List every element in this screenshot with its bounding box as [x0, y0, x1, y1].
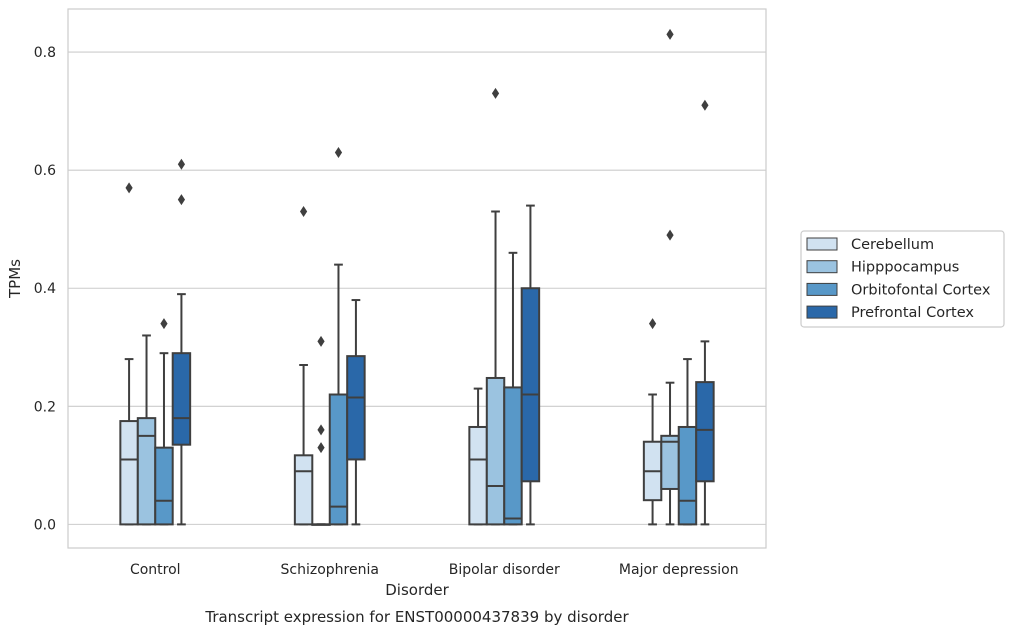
box-iqr: [660, 434, 680, 490]
outlier-point: [666, 229, 674, 241]
legend-swatch: [806, 260, 838, 274]
legend-label: Hipppocampus: [851, 260, 959, 276]
x-tick-label: Major depression: [619, 562, 739, 578]
outlier-point: [317, 335, 325, 347]
x-tick-label: Bipolar disorder: [449, 562, 560, 578]
box-iqr: [503, 386, 523, 526]
box-iqr: [346, 355, 366, 461]
box-iqr: [328, 393, 349, 526]
box-cerebellum: [119, 182, 139, 526]
box-iqr: [695, 381, 715, 483]
outlier-point: [648, 318, 657, 330]
legend-swatch: [806, 305, 838, 319]
box-iqr: [171, 352, 192, 446]
box-iqr: [154, 446, 174, 526]
outlier-point: [666, 28, 674, 40]
legend-item: Prefrontal Cortex: [806, 305, 974, 321]
plot-frame: [67, 8, 767, 549]
box-iqr: [677, 425, 698, 526]
box-iqr: [293, 454, 314, 526]
box-hipppocampus: [136, 334, 157, 526]
plot-area: [119, 28, 715, 526]
chart-title: Transcript expression for ENST0000043783…: [204, 608, 629, 626]
box-prefrontal-cortex: [520, 204, 541, 526]
outlier-point: [125, 182, 133, 194]
box-hipppocampus: [311, 335, 331, 526]
outlier-point: [317, 442, 325, 454]
y-axis-title: TPMs: [6, 259, 24, 299]
box-prefrontal-cortex: [346, 299, 366, 526]
y-tick-label: 0.8: [34, 45, 56, 61]
outlier-point: [701, 99, 709, 111]
box-iqr: [520, 287, 541, 483]
legend-label: Prefrontal Cortex: [851, 305, 974, 321]
box-orbitofontal-cortex: [503, 251, 523, 526]
outlier-point: [160, 318, 168, 330]
box-prefrontal-cortex: [695, 99, 715, 526]
box-hipppocampus: [660, 28, 680, 526]
box-orbitofontal-cortex: [154, 318, 174, 526]
x-axis-title: Disorder: [385, 581, 449, 599]
outlier-point: [491, 87, 500, 99]
x-tick-label: Schizophrenia: [281, 562, 379, 578]
legend-frame: [800, 230, 1005, 328]
box-orbitofontal-cortex: [677, 358, 698, 526]
box-iqr: [468, 425, 488, 526]
legend-item: Cerebellum: [806, 237, 934, 253]
legend-item: Hipppocampus: [806, 260, 959, 276]
box-cerebellum: [642, 318, 663, 526]
legend-swatch: [806, 282, 838, 296]
box-prefrontal-cortex: [171, 158, 192, 526]
legend: Cerebellum Hipppocampus Orbitofontal Corte…: [800, 230, 1005, 328]
outlier-point: [299, 205, 308, 217]
y-tick-label: 0.0: [34, 517, 56, 533]
box-orbitofontal-cortex: [328, 146, 349, 526]
box-iqr: [119, 420, 139, 526]
x-axis-ticks: Control Schizophrenia Bipolar disorder Majo…: [130, 562, 739, 578]
box-cerebellum: [468, 387, 488, 526]
legend-label: Cerebellum: [851, 237, 934, 253]
outlier-point: [177, 194, 186, 206]
y-tick-label: 0.6: [34, 163, 56, 179]
y-tick-label: 0.4: [34, 281, 56, 297]
legend-swatch: [806, 237, 838, 251]
y-axis-ticks: 0.0 0.2 0.4 0.6 0.8: [34, 45, 56, 533]
outlier-point: [177, 158, 186, 170]
box-iqr: [136, 417, 157, 526]
outlier-point: [317, 424, 325, 436]
outlier-point: [334, 146, 343, 158]
box-cerebellum: [293, 205, 314, 526]
box-iqr: [485, 376, 506, 526]
legend-item: Orbitofontal Cortex: [806, 282, 991, 298]
y-tick-label: 0.2: [34, 399, 56, 415]
box-hipppocampus: [485, 87, 506, 526]
legend-label: Orbitofontal Cortex: [851, 282, 991, 298]
x-tick-label: Control: [130, 562, 181, 578]
